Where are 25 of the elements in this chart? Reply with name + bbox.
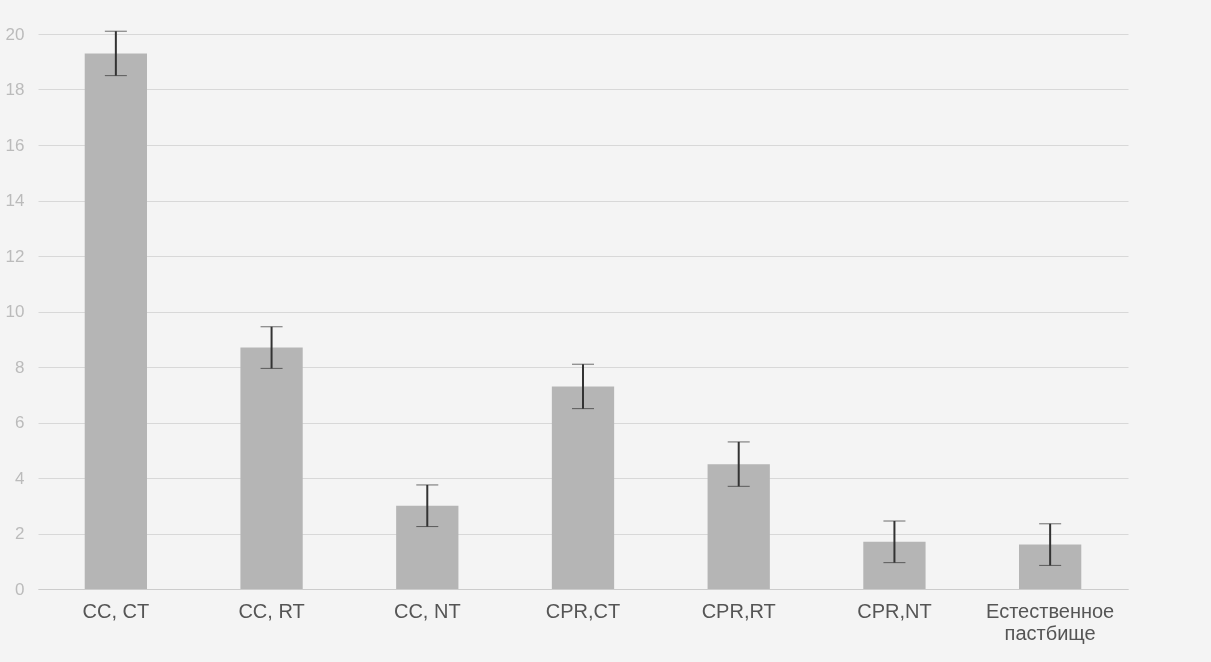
y-tick-label: 14 <box>5 191 25 210</box>
bar <box>551 386 615 589</box>
x-tick-label: CC, CT <box>82 599 150 622</box>
y-tick-label: 16 <box>5 135 25 155</box>
y-tick-label: 10 <box>5 302 25 321</box>
y-tick-label: 8 <box>15 357 25 377</box>
y-tick-label: 18 <box>5 80 25 99</box>
bar <box>396 505 459 589</box>
x-tick-label: CC, NT <box>393 599 461 622</box>
y-tick-label: 2 <box>15 524 25 543</box>
bar <box>84 53 147 589</box>
bar <box>240 347 303 589</box>
y-tick-label: 6 <box>15 413 25 432</box>
x-tick-label: CC, RT <box>238 599 305 622</box>
y-tick-label: 12 <box>5 246 25 266</box>
x-tick-label: CPR,NT <box>857 599 932 622</box>
y-tick-label: 0 <box>15 579 25 599</box>
bar <box>863 541 926 589</box>
y-tick-label: 20 <box>5 24 25 44</box>
x-tick-label: CPR,RT <box>701 599 776 622</box>
x-tick-label: CPR,CT <box>545 599 621 622</box>
x-tick-label: Естественное пастбище <box>986 599 1115 644</box>
bar <box>1019 544 1082 589</box>
bar <box>707 464 770 589</box>
y-tick-label: 4 <box>15 468 25 488</box>
